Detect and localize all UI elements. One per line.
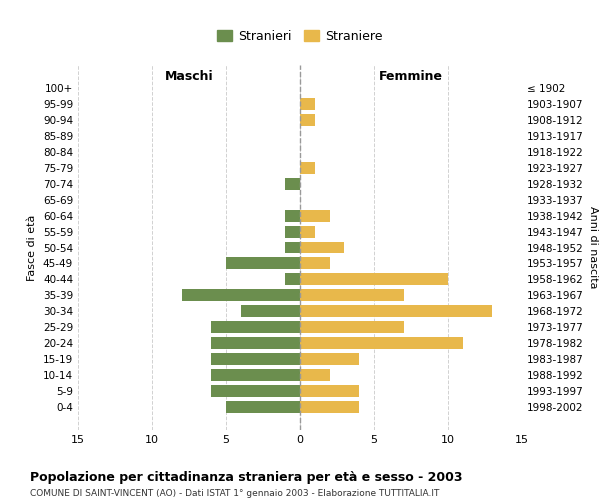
- Bar: [300, 274, 448, 285]
- Bar: [285, 210, 300, 222]
- Text: COMUNE DI SAINT-VINCENT (AO) - Dati ISTAT 1° gennaio 2003 - Elaborazione TUTTITA: COMUNE DI SAINT-VINCENT (AO) - Dati ISTA…: [30, 488, 439, 498]
- Bar: [300, 306, 493, 318]
- Bar: [300, 322, 404, 334]
- Y-axis label: Anni di nascita: Anni di nascita: [587, 206, 598, 289]
- Text: Maschi: Maschi: [164, 70, 214, 83]
- Text: Popolazione per cittadinanza straniera per età e sesso - 2003: Popolazione per cittadinanza straniera p…: [30, 472, 463, 484]
- Bar: [300, 210, 329, 222]
- Bar: [211, 338, 300, 349]
- Bar: [300, 258, 329, 270]
- Bar: [182, 290, 300, 302]
- Bar: [211, 354, 300, 366]
- Bar: [211, 322, 300, 334]
- Bar: [300, 354, 359, 366]
- Legend: Stranieri, Straniere: Stranieri, Straniere: [211, 24, 389, 50]
- Bar: [285, 274, 300, 285]
- Bar: [300, 114, 315, 126]
- Bar: [211, 370, 300, 382]
- Y-axis label: Fasce di età: Fasce di età: [28, 214, 37, 280]
- Bar: [300, 98, 315, 110]
- Bar: [226, 402, 300, 413]
- Bar: [241, 306, 300, 318]
- Bar: [300, 162, 315, 173]
- Bar: [211, 386, 300, 398]
- Bar: [285, 226, 300, 237]
- Bar: [226, 258, 300, 270]
- Bar: [300, 242, 344, 254]
- Bar: [300, 290, 404, 302]
- Bar: [300, 338, 463, 349]
- Bar: [300, 386, 359, 398]
- Bar: [300, 402, 359, 413]
- Bar: [300, 226, 315, 237]
- Bar: [285, 178, 300, 190]
- Text: Femmine: Femmine: [379, 70, 443, 83]
- Bar: [285, 242, 300, 254]
- Bar: [300, 370, 329, 382]
